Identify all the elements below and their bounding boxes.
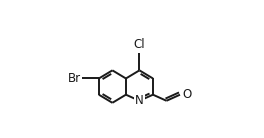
Text: O: O xyxy=(182,88,191,101)
Text: Cl: Cl xyxy=(134,38,145,51)
Text: N: N xyxy=(135,94,144,107)
Text: Br: Br xyxy=(68,72,81,85)
